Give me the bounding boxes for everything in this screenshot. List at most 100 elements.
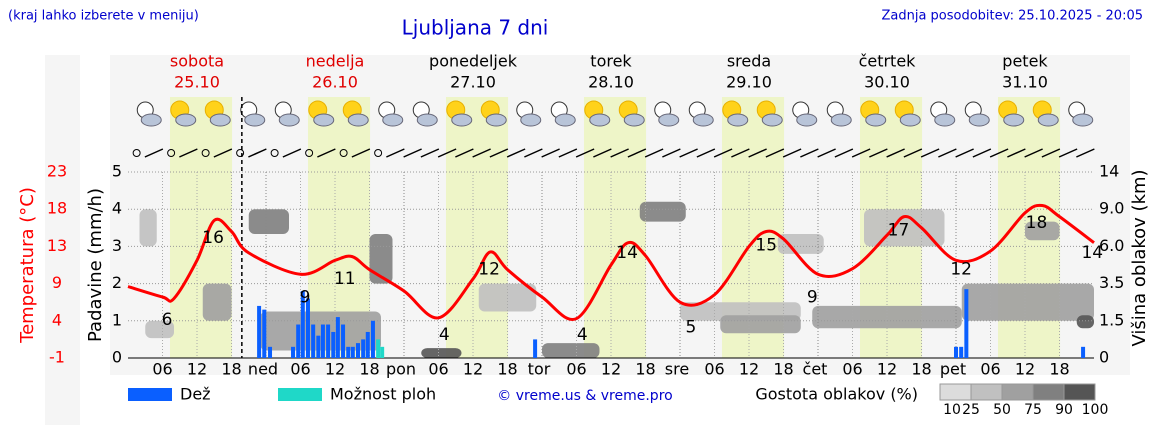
temp-annotation: 12 — [478, 260, 500, 280]
x-tick-label: 12 — [187, 360, 207, 379]
rain-bar — [959, 346, 964, 358]
wind-barb — [351, 148, 371, 158]
wind-barb — [662, 148, 681, 158]
day-date: 25.10 — [174, 73, 220, 92]
temp-tick-label: 23 — [47, 162, 67, 181]
rain-bar — [331, 331, 336, 358]
cloud-scale-box — [970, 383, 1003, 401]
rain-bar — [316, 335, 321, 358]
wind-barb — [903, 148, 923, 158]
wind-barb — [524, 148, 543, 158]
wind-calm — [270, 149, 279, 157]
cloud-icon — [1003, 113, 1025, 127]
wind-calm — [201, 149, 210, 157]
x-tick-label: 12 — [877, 360, 897, 379]
wind-barb — [489, 148, 509, 158]
wind-barb — [317, 148, 336, 158]
cloud-cell — [421, 348, 462, 358]
x-tick-label: 12 — [1015, 360, 1035, 379]
cloud-icon — [968, 113, 990, 127]
rain-bar — [335, 317, 340, 358]
rain-bar — [300, 291, 305, 358]
rain-bar — [341, 324, 346, 358]
temp-annotation: 4 — [439, 325, 450, 345]
wind-barb — [1058, 148, 1078, 158]
cloud-icon — [140, 113, 162, 127]
left-panel — [45, 55, 80, 425]
cloud-icon — [347, 113, 369, 127]
y-tick-label: 0 — [112, 348, 122, 367]
y-tick-label: 1 — [112, 310, 122, 329]
cloud-icon — [865, 113, 887, 127]
day-date: 30.10 — [864, 73, 910, 92]
legend-swatch — [278, 388, 322, 401]
rain-bar — [1081, 346, 1086, 358]
wind-barb — [938, 148, 957, 158]
cloud-cell — [639, 201, 686, 222]
cloud-cell — [542, 343, 600, 358]
cloud-scale-label: 25 — [962, 402, 980, 418]
wind-barb — [782, 148, 802, 158]
wind-barb — [282, 148, 302, 158]
wind-barb — [834, 148, 854, 158]
wind-barb — [851, 148, 871, 158]
y2-tick-label: 1.5 — [1099, 310, 1124, 329]
cloud-scale-box — [1001, 383, 1034, 401]
wind-barb — [437, 148, 457, 158]
x-tick-label: sre — [665, 360, 689, 379]
day-name: sreda — [727, 52, 771, 71]
cloud-scale-label: 90 — [1055, 402, 1073, 418]
x-tick-label: 12 — [463, 360, 483, 379]
wind-barb — [1024, 148, 1043, 158]
x-tick-label: 18 — [635, 360, 655, 379]
wind-barb — [248, 148, 267, 158]
wind-barb — [1007, 148, 1026, 158]
wind-barb — [800, 148, 819, 158]
cloud-icon — [175, 113, 197, 127]
wind-barb — [886, 148, 905, 158]
credit: © vreme.us & vreme.pro — [497, 388, 672, 404]
wind-barb — [989, 148, 1009, 158]
cloud-icon — [692, 113, 714, 127]
rain-bar — [326, 324, 331, 358]
x-tick-label: 06 — [428, 360, 448, 379]
cloud-icon — [589, 113, 611, 127]
cloud-icon — [1037, 113, 1059, 127]
temp-tick-label: 18 — [47, 199, 67, 218]
x-tick-label: pet — [940, 360, 966, 379]
temp-tick-label: 13 — [47, 236, 67, 255]
day-date: 26.10 — [312, 73, 358, 92]
cloud-scale-label: 75 — [1024, 402, 1042, 418]
rain-bar — [350, 346, 355, 358]
cloud-cell — [139, 209, 157, 247]
cloud-icon — [209, 113, 231, 127]
cloud-cell — [202, 283, 232, 321]
wind-barb — [213, 148, 233, 158]
wind-barb — [972, 148, 992, 158]
wind-barb — [420, 148, 440, 158]
rain-bar — [291, 346, 296, 358]
rain-bar — [964, 289, 969, 358]
wind-barb — [610, 148, 629, 158]
day-date: 31.10 — [1002, 73, 1048, 92]
wind-barb — [179, 148, 198, 158]
cloud-scale-label: 100 — [1082, 402, 1109, 418]
note: (kraj lahko izberete v meniju) — [8, 9, 199, 24]
wind-barb — [696, 148, 716, 158]
wind-barb — [817, 148, 836, 158]
cloud-scale-box — [1032, 383, 1065, 401]
temp-tick-label: -1 — [49, 348, 65, 367]
cloud-icon — [382, 113, 404, 127]
cloud-cell — [478, 283, 537, 312]
wind-barb — [541, 148, 560, 158]
wind-barb — [679, 148, 698, 158]
wind-barb — [920, 148, 940, 158]
y2-axis-title: Višina oblakov (km) — [1129, 169, 1150, 346]
x-tick-label: 06 — [152, 360, 172, 379]
day-date: 29.10 — [726, 73, 772, 92]
cloud-icon — [796, 113, 818, 127]
temp-annotation: 18 — [1026, 213, 1048, 233]
wind-calm — [167, 149, 176, 157]
cloud-icon — [658, 113, 680, 127]
updated: Zadnja posodobitev: 25.10.2025 - 20:05 — [881, 9, 1143, 24]
